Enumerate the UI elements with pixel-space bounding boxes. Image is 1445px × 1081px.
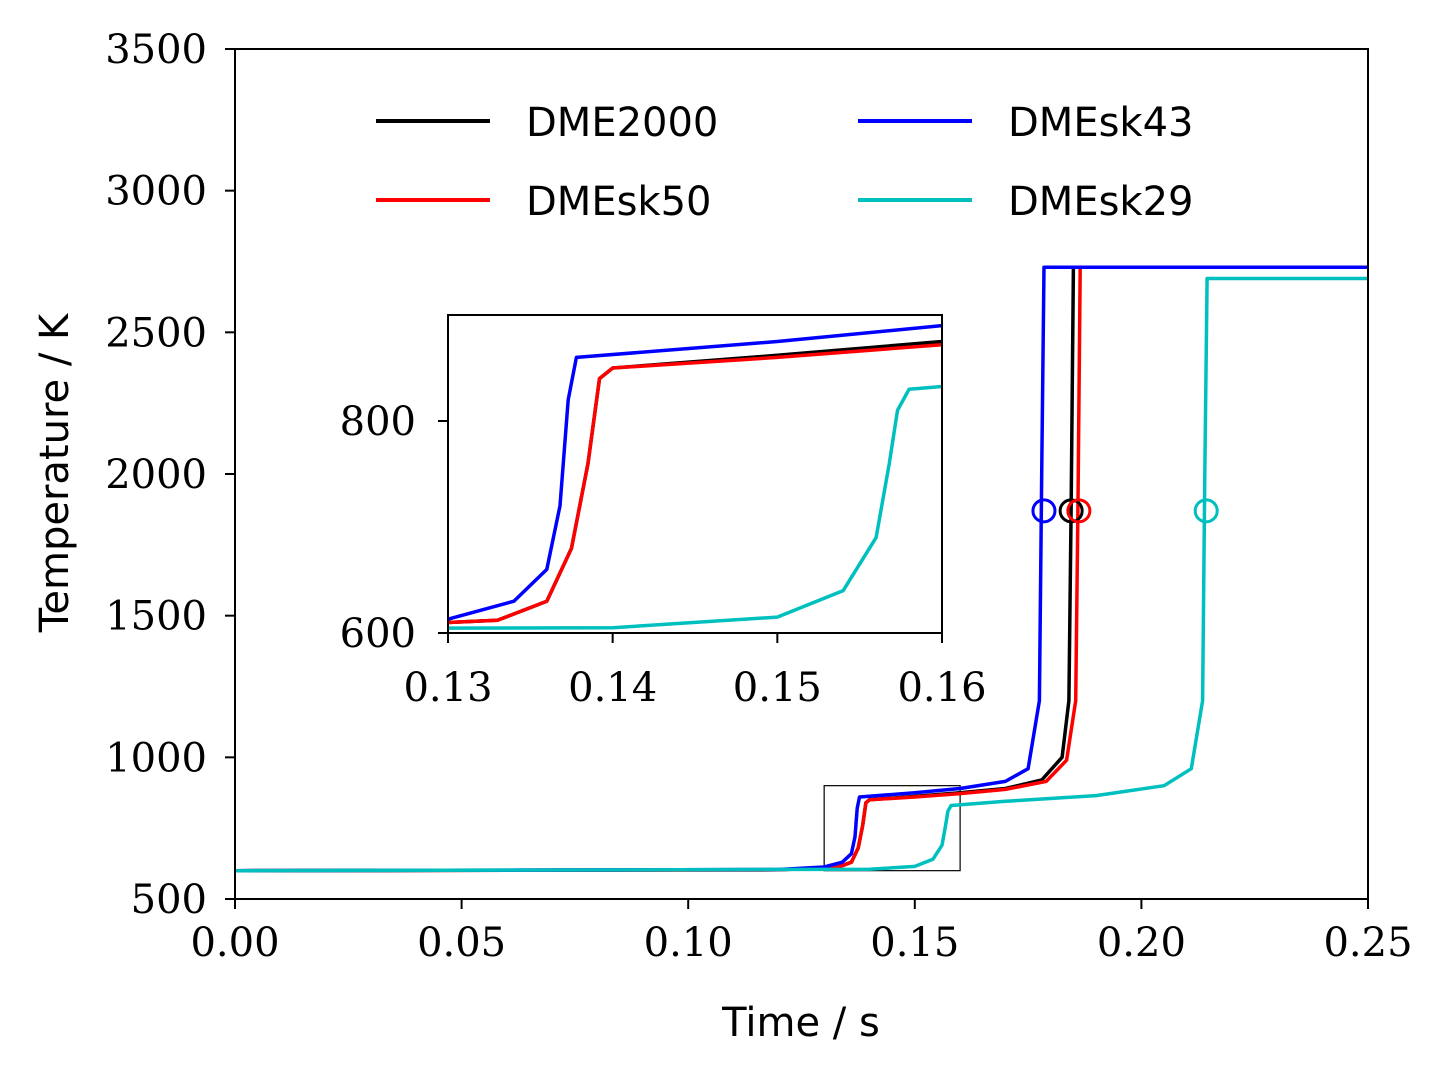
y-tick-label: 2000: [105, 452, 207, 498]
main-plot: 0.00 0.05 0.10 0.15 0.20 0.25 500 1000 1500 2000 2…: [105, 27, 1412, 966]
series-line-dmesk43: [235, 265, 1368, 873]
inset-background: [448, 315, 942, 633]
legend: DME2000 DMEsk50 DMEsk43 DMEsk29: [376, 100, 1194, 225]
legend-label-dme2000: DME2000: [526, 100, 718, 146]
x-tick-label: 0.15: [870, 920, 959, 966]
series-line-dmesk50: [235, 265, 1368, 873]
y-tick-label: 500: [131, 877, 207, 923]
inset-frame: [447, 314, 943, 634]
x-tick-label: 0.05: [417, 920, 506, 966]
x-axis-title: Time / s: [721, 1000, 880, 1046]
series-line-dmesk29: [235, 276, 1368, 873]
x-tick-label: 0.25: [1323, 920, 1412, 966]
inset-plot: 0.13 0.14 0.15 0.16 600 800: [340, 314, 987, 711]
x-tick-label: 0.00: [190, 920, 279, 966]
ignition-marker-dme2000: [1058, 498, 1084, 524]
inset-y-tick-label: 800: [340, 399, 416, 445]
inset-x-tick-label: 0.15: [733, 665, 822, 711]
ignition-marker-dmesk29: [1193, 498, 1219, 524]
x-tick-label: 0.10: [644, 920, 733, 966]
ignition-marker-dmesk50: [1066, 498, 1092, 524]
ignition-marker-dmesk43: [1031, 498, 1057, 524]
zoom-indicator-box: [823, 785, 961, 872]
y-tick-label: 3500: [105, 27, 207, 73]
inset-series-line-dmesk50: [448, 342, 942, 625]
y-tick-label: 1000: [105, 735, 207, 781]
inset-series-line-dmesk43: [448, 323, 942, 621]
legend-label-dmesk43: DMEsk43: [1008, 100, 1194, 146]
inset-x-tick-label: 0.16: [897, 665, 986, 711]
inset-series-line-dmesk29: [448, 384, 942, 630]
inset-x-tick-label: 0.13: [403, 665, 492, 711]
legend-label-dmesk29: DMEsk29: [1008, 179, 1194, 225]
y-tick-label: 2500: [105, 310, 207, 356]
legend-label-dmesk50: DMEsk50: [526, 179, 712, 225]
y-axis-title: Temperature / K: [32, 312, 78, 633]
x-tick-label: 0.20: [1097, 920, 1186, 966]
inset-y-tick-label: 600: [340, 611, 416, 657]
y-tick-label: 3000: [105, 169, 207, 215]
y-tick-label: 1500: [105, 594, 207, 640]
inset-x-tick-label: 0.14: [568, 665, 657, 711]
